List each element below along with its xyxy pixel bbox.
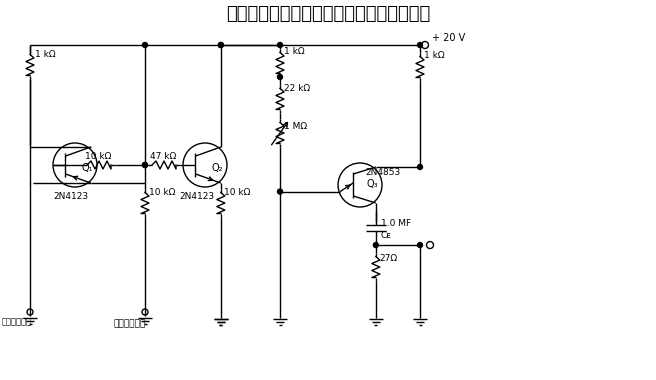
Text: 1 kΩ: 1 kΩ <box>424 51 445 60</box>
Text: 10 kΩ: 10 kΩ <box>224 188 250 197</box>
Text: 10 kΩ: 10 kΩ <box>149 188 175 197</box>
Text: 47 kΩ: 47 kΩ <box>150 152 176 161</box>
Circle shape <box>277 43 283 48</box>
Text: + 20 V: + 20 V <box>432 33 465 43</box>
Text: 对偏压变化不灵敏的单结晶体管单稳态电路: 对偏压变化不灵敏的单结晶体管单稳态电路 <box>226 5 430 23</box>
Text: 1 kΩ: 1 kΩ <box>35 50 56 59</box>
Text: 2N4123: 2N4123 <box>179 192 214 201</box>
Text: 1 MΩ: 1 MΩ <box>284 122 307 131</box>
Circle shape <box>417 242 422 247</box>
Text: 1.0 MF: 1.0 MF <box>381 219 411 228</box>
Text: 27Ω: 27Ω <box>380 254 398 263</box>
Circle shape <box>142 163 148 168</box>
Text: 止触发器输入: 止触发器输入 <box>2 317 32 326</box>
Text: Q₁: Q₁ <box>81 163 93 173</box>
Circle shape <box>277 189 283 194</box>
Text: 10 kΩ: 10 kΩ <box>85 152 112 161</box>
Circle shape <box>417 43 422 48</box>
Text: Q₃: Q₃ <box>367 179 379 189</box>
Text: 2N4123: 2N4123 <box>53 192 88 201</box>
Text: Cᴇ: Cᴇ <box>381 231 392 240</box>
Text: Q₂: Q₂ <box>212 163 223 173</box>
Text: 止触发器输入: 止触发器输入 <box>113 319 145 328</box>
Text: 22 kΩ: 22 kΩ <box>284 84 310 93</box>
Circle shape <box>417 165 422 169</box>
Circle shape <box>218 43 223 48</box>
Text: 2N4853: 2N4853 <box>365 168 401 177</box>
Text: 1 kΩ: 1 kΩ <box>284 47 304 56</box>
Circle shape <box>218 43 223 48</box>
Circle shape <box>277 74 283 79</box>
Circle shape <box>142 163 148 168</box>
Circle shape <box>373 242 379 247</box>
Circle shape <box>142 43 148 48</box>
